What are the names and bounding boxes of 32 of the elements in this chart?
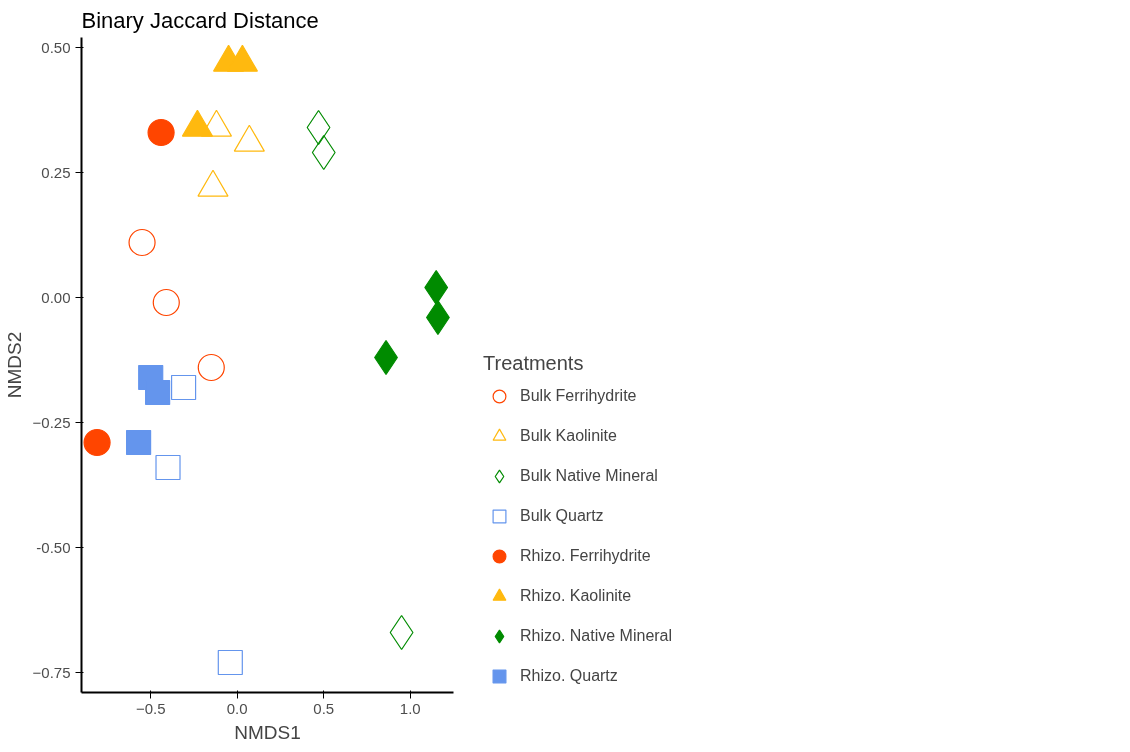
x-tick-label: 0.0 [226, 699, 248, 717]
chart-title: Binary Jaccard Distance [81, 7, 319, 33]
point [152, 288, 180, 317]
x-axis-title: NMDS1 [234, 721, 301, 743]
y-tick-label: −0.25 [32, 413, 71, 431]
point [170, 374, 197, 401]
legend-label: Rhizo. Quartz [520, 666, 618, 686]
point [155, 454, 181, 481]
legend-label: Rhizo. Kaolinite [520, 586, 632, 606]
x-tick-label: 0.5 [313, 699, 335, 717]
point [128, 228, 156, 257]
y-tick-label: -0.50 [36, 538, 71, 556]
point [83, 428, 111, 457]
y-tick-label: 0.00 [41, 288, 71, 306]
y-axis-title: NMDS2 [3, 331, 25, 399]
y-tick-label: 0.50 [41, 38, 71, 56]
legend-label: Rhizo. Native Mineral [520, 626, 673, 646]
legend-label: Bulk Kaolinite [520, 426, 617, 446]
point [147, 118, 175, 147]
legend-label: Bulk Ferrihydrite [520, 386, 637, 406]
point [197, 353, 225, 382]
legend-label: Rhizo. Ferrihydrite [520, 546, 651, 566]
legend-label: Bulk Quartz [520, 506, 604, 526]
x-tick-label: −0.5 [135, 699, 166, 717]
x-tick-label: 1.0 [399, 699, 421, 717]
y-tick-label: 0.25 [41, 163, 71, 181]
y-tick-label: −0.75 [32, 663, 71, 681]
point [145, 379, 171, 406]
legend-label: Bulk Native Mineral [520, 466, 658, 486]
point [126, 429, 152, 456]
legend-title: Treatments [483, 352, 585, 375]
point [217, 649, 243, 676]
